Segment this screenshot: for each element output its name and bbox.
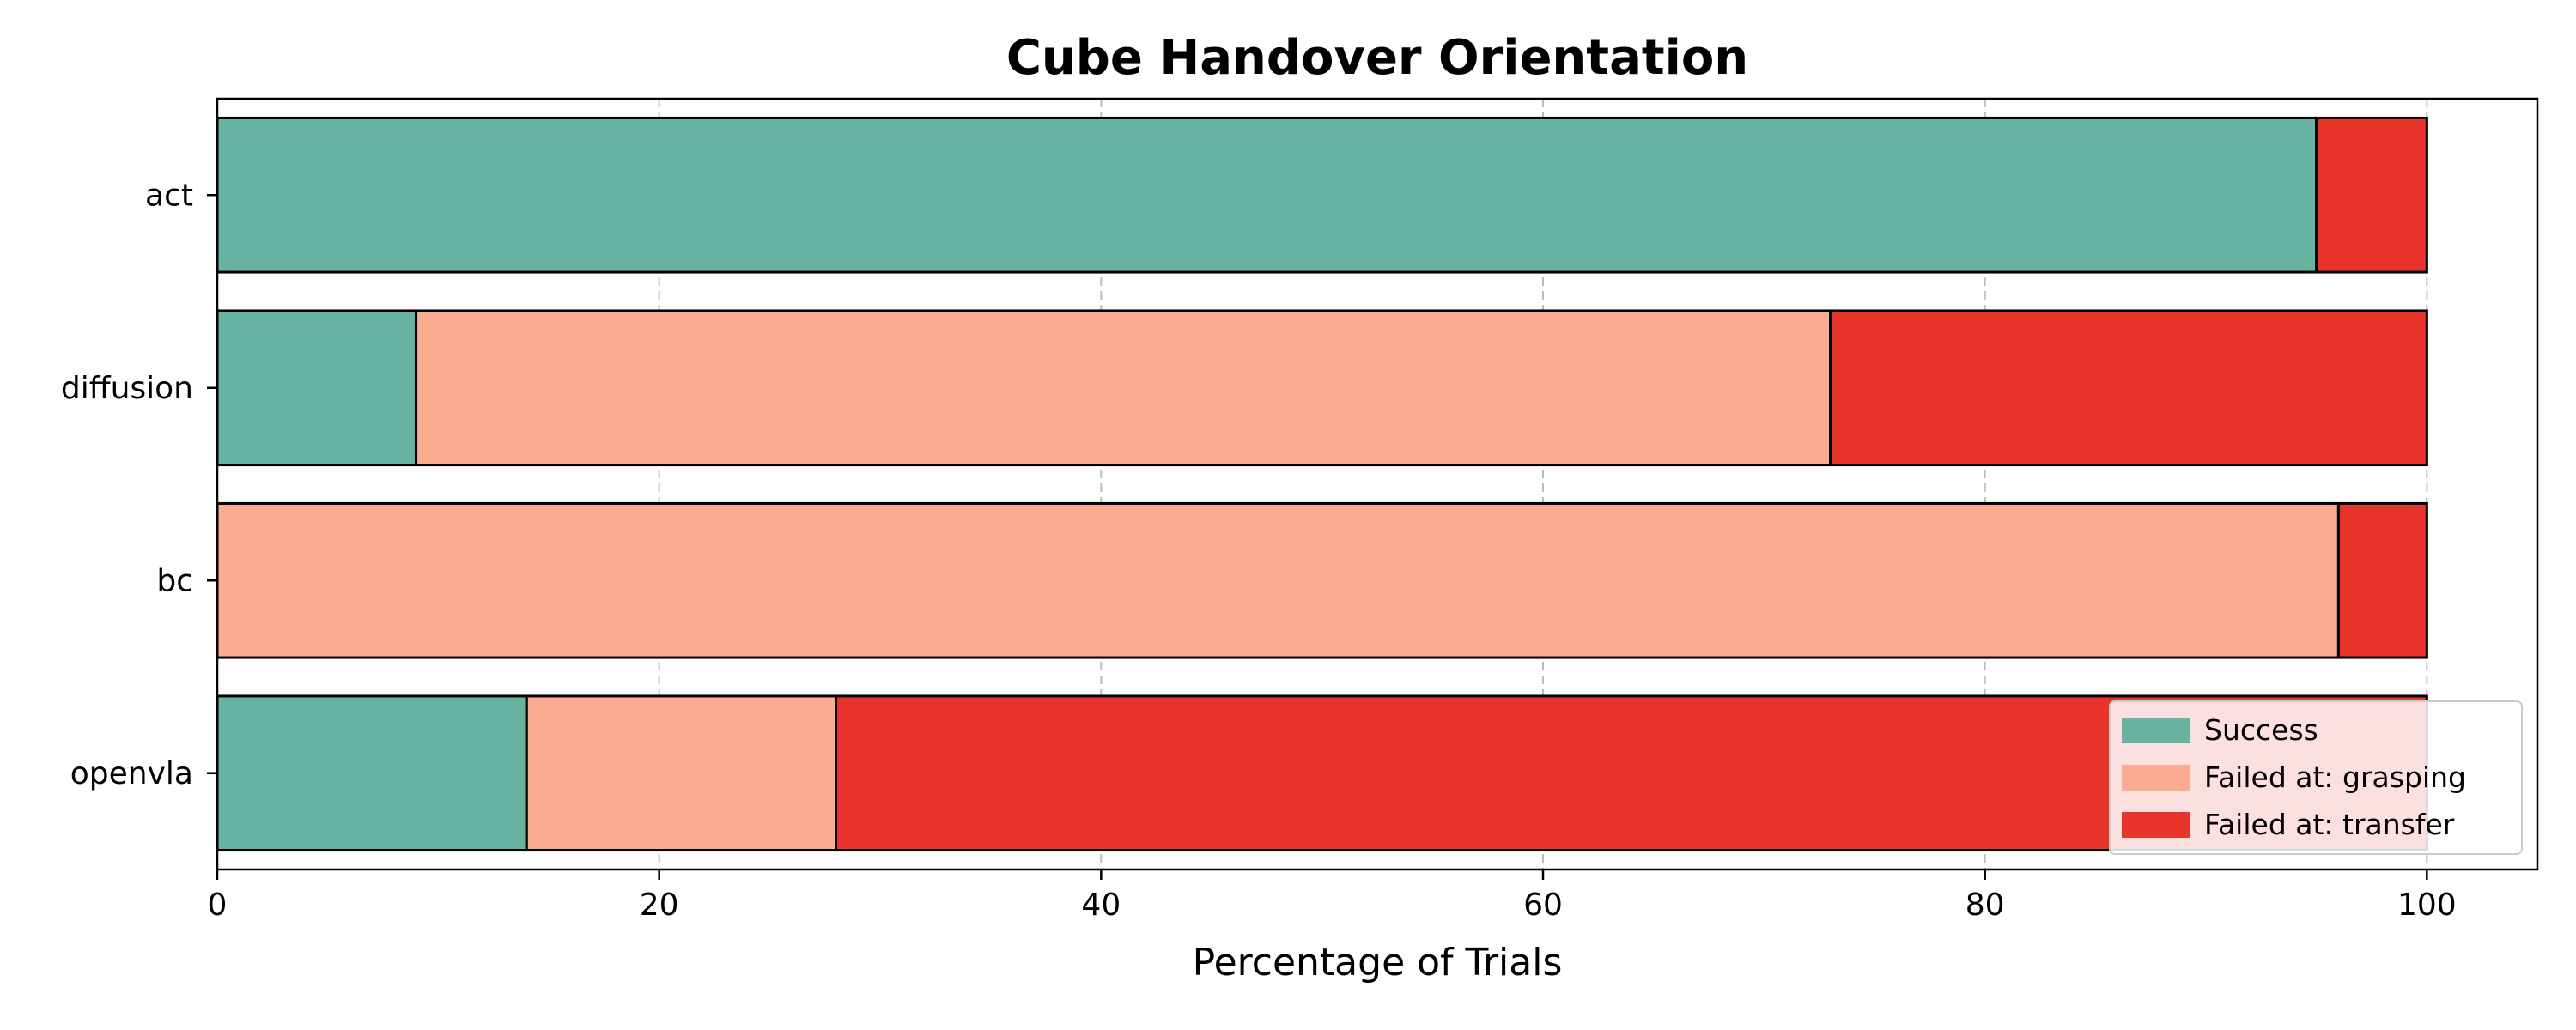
- legend-label-success: Success: [2204, 713, 2318, 747]
- bars: [216, 116, 2428, 852]
- x-axis-ticks: 0 20 40 60 80 100: [208, 869, 2457, 923]
- bar-act-failed-at-transfer: [2315, 116, 2428, 274]
- legend-swatch-failed-at-transfer: [2122, 812, 2190, 838]
- x-tick-label-80: 80: [1965, 888, 2005, 923]
- bar-openvla-failed-at-grasping: [525, 694, 838, 852]
- y-tick-label-openvla: openvla: [70, 756, 193, 791]
- bar-diffusion-success: [216, 309, 418, 467]
- chart-title: Cube Handover Orientation: [1006, 30, 1748, 86]
- x-tick-label-100: 100: [2397, 888, 2457, 923]
- legend-label-failed-at-grasping: Failed at: grasping: [2204, 760, 2466, 794]
- bar-openvla-success: [216, 694, 528, 852]
- bar-bc-failed-at-grasping: [216, 501, 2340, 659]
- legend-frame: [2109, 700, 2523, 855]
- y-tick-label-diffusion: diffusion: [61, 371, 193, 406]
- x-tick-label-0: 0: [208, 888, 228, 923]
- plot-frame: [216, 97, 2539, 871]
- legend: Success Failed at: grasping Failed at: tra…: [2109, 700, 2523, 855]
- x-axis-label: Percentage of Trials: [1193, 941, 1563, 985]
- bar-diffusion-failed-at-grasping: [415, 309, 1832, 467]
- bar-diffusion-failed-at-transfer: [1829, 309, 2428, 467]
- x-tick-label-40: 40: [1081, 888, 1121, 923]
- x-tick-label-60: 60: [1523, 888, 1563, 923]
- bar-act-success: [216, 116, 2318, 274]
- bar-bc-failed-at-transfer: [2336, 501, 2428, 659]
- y-tick-label-act: act: [145, 178, 193, 213]
- x-tick-label-20: 20: [640, 888, 679, 923]
- y-tick-label-bc: bc: [156, 563, 193, 598]
- legend-swatch-failed-at-grasping: [2122, 765, 2190, 791]
- legend-label-failed-at-transfer: Failed at: transfer: [2204, 808, 2455, 841]
- y-axis-ticks: act diffusion bc openvla: [61, 178, 217, 791]
- legend-swatch-success: [2122, 718, 2190, 743]
